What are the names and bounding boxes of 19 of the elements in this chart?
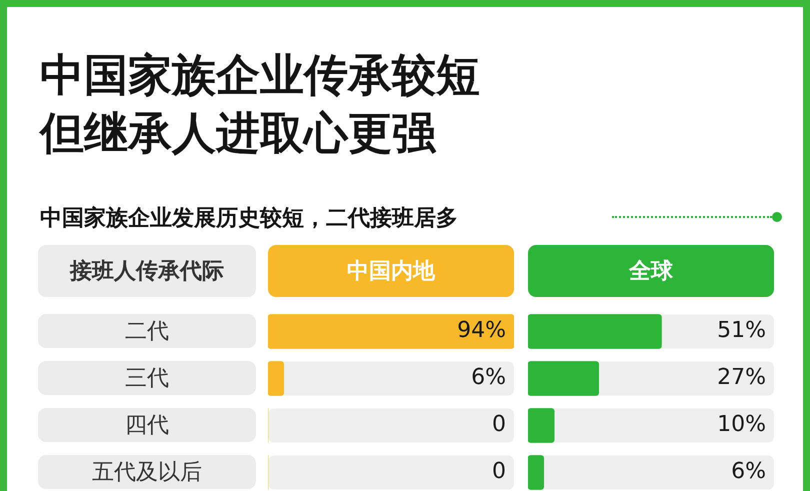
data-label: 51% — [717, 318, 766, 343]
bar — [528, 408, 554, 442]
y-axis-title: 接班人传承代际 — [38, 245, 256, 297]
data-label: 6% — [471, 364, 506, 390]
y-tick-label: 五代及以后 — [38, 455, 256, 489]
data-label: 94% — [457, 318, 506, 343]
data-label: 10% — [717, 412, 766, 437]
data-label: 0 — [492, 412, 506, 437]
y-tick-label: 三代 — [38, 361, 256, 395]
series-label: 全球 — [528, 245, 774, 297]
y-tick-label: 二代 — [38, 314, 256, 348]
chart-title: 中国家族企业传承较短但继承人进取心更强 — [40, 49, 481, 161]
y-tick-label: 四代 — [38, 408, 256, 442]
bar — [528, 454, 544, 490]
data-label: 27% — [717, 364, 766, 390]
series-label: 中国内地 — [268, 245, 514, 297]
data-label: 6% — [731, 458, 766, 484]
chart-subtitle: 中国家族企业发展历史较短，二代接班居多 — [40, 204, 458, 233]
data-label: 0 — [492, 458, 506, 484]
